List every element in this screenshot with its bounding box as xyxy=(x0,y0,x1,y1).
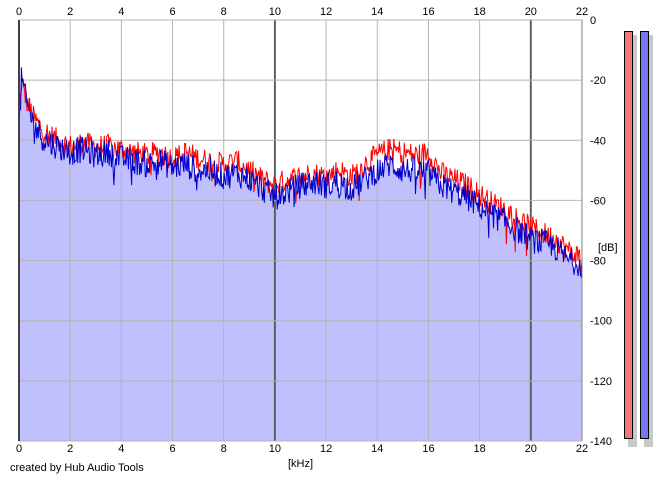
x-tick-label-bottom: 22 xyxy=(576,443,588,455)
x-tick-label-top: 16 xyxy=(422,6,434,18)
x-tick-label-top: 6 xyxy=(169,6,175,18)
y-tick-label: -140 xyxy=(590,436,612,448)
y-tick-label: -80 xyxy=(590,256,606,268)
spectrum-area-fill xyxy=(19,67,582,442)
x-tick-label-top: 2 xyxy=(67,6,73,18)
y-tick-label: 0 xyxy=(590,15,596,27)
credit-text: created by Hub Audio Tools xyxy=(10,462,144,474)
x-tick-label-top: 22 xyxy=(576,6,588,18)
left-channel-meter xyxy=(624,31,633,439)
x-axis-label: [kHz] xyxy=(288,458,313,470)
right-channel-line xyxy=(18,67,583,279)
y-tick-label: -100 xyxy=(590,316,612,328)
x-tick-label-top: 10 xyxy=(269,6,281,18)
x-tick-label-bottom: 14 xyxy=(371,443,383,455)
y-axis-label: [dB] xyxy=(598,242,618,254)
x-tick-label-bottom: 16 xyxy=(422,443,434,455)
x-tick-label-top: 18 xyxy=(474,6,486,18)
x-tick-label-top: 0 xyxy=(16,6,22,18)
x-tick-label-bottom: 4 xyxy=(118,443,124,455)
y-tick-label: -20 xyxy=(590,75,606,87)
x-tick-label-bottom: 12 xyxy=(320,443,332,455)
x-tick-label-bottom: 2 xyxy=(67,443,73,455)
y-tick-label: -120 xyxy=(590,376,612,388)
x-tick-label-bottom: 10 xyxy=(269,443,281,455)
x-tick-label-bottom: 6 xyxy=(169,443,175,455)
x-tick-label-top: 14 xyxy=(371,6,383,18)
x-tick-label-top: 12 xyxy=(320,6,332,18)
x-tick-label-bottom: 18 xyxy=(474,443,486,455)
right-channel-meter xyxy=(640,31,649,439)
x-tick-label-bottom: 20 xyxy=(525,443,537,455)
x-tick-label-top: 8 xyxy=(221,6,227,18)
x-tick-label-bottom: 0 xyxy=(16,443,22,455)
x-tick-label-top: 4 xyxy=(118,6,124,18)
y-tick-label: -40 xyxy=(590,135,606,147)
y-tick-label: -60 xyxy=(590,195,606,207)
x-tick-label-bottom: 8 xyxy=(221,443,227,455)
x-tick-label-top: 20 xyxy=(525,6,537,18)
